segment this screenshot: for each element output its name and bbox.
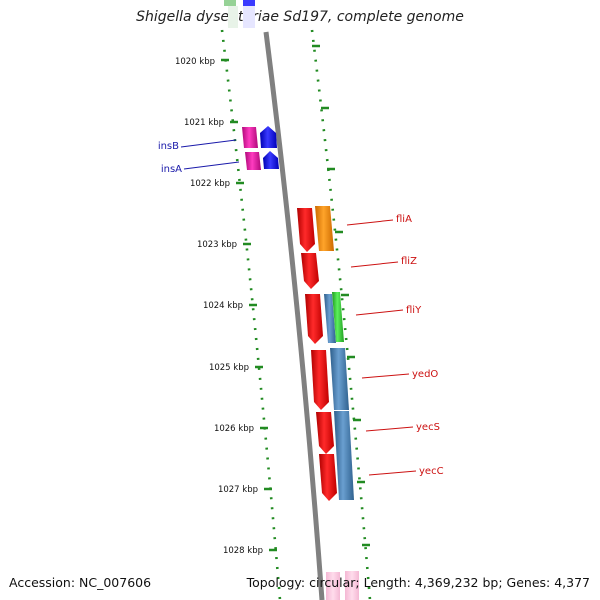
gene-label-insA[interactable]: insA <box>161 164 182 175</box>
ruler-label: 1026 kbp <box>214 424 254 434</box>
genome-title: Shigella dysenteriae Sd197, complete gen… <box>136 9 464 25</box>
ruler-label: 1028 kbp <box>223 546 263 556</box>
gene-fliZ[interactable] <box>301 253 319 289</box>
ruler-label: 1023 kbp <box>197 240 237 250</box>
gene-label-yecS[interactable]: yecS <box>416 422 440 433</box>
gene-yecC[interactable] <box>319 454 337 501</box>
gene-label-fliY[interactable]: fliY <box>406 305 422 316</box>
gene-yedO[interactable] <box>311 348 349 410</box>
ruler-label: 1021 kbp <box>184 118 224 128</box>
top-faded-features <box>224 0 255 28</box>
ruler-right-dotted <box>310 29 372 600</box>
ruler-left-dotted <box>220 29 282 600</box>
ruler-left-ticks <box>221 58 277 552</box>
gene-label-fliZ[interactable]: fliZ <box>401 256 417 267</box>
gene-label-yecC[interactable]: yecC <box>419 466 444 477</box>
gene-yecS[interactable] <box>316 411 354 500</box>
gene-label-fliA[interactable]: fliA <box>396 214 412 225</box>
ruler-label: 1027 kbp <box>218 485 258 495</box>
ruler-label: 1025 kbp <box>209 363 249 373</box>
genome-backbone <box>263 31 325 600</box>
gene-label-leaders <box>180 139 417 476</box>
ruler-labels: 1020 kbp 1021 kbp 1022 kbp 1023 kbp 1024… <box>175 57 263 556</box>
ruler-label: 1022 kbp <box>190 179 230 189</box>
gene-label-insB[interactable]: insB <box>158 141 179 152</box>
ruler-label: 1024 kbp <box>203 301 243 311</box>
gene-fliY[interactable] <box>305 292 344 344</box>
ruler-label: 1020 kbp <box>175 57 215 67</box>
ruler-right-ticks <box>312 44 370 547</box>
gene-fliA[interactable] <box>297 206 334 252</box>
gene-insA[interactable] <box>245 151 279 170</box>
bottom-faded-features <box>326 571 359 600</box>
gene-label-yedO[interactable]: yedO <box>412 369 438 380</box>
genome-summary: Topology: circular; Length: 4,369,232 bp… <box>246 575 590 590</box>
gene-insB[interactable] <box>242 126 277 148</box>
accession-label: Accession: NC_007606 <box>9 575 152 590</box>
